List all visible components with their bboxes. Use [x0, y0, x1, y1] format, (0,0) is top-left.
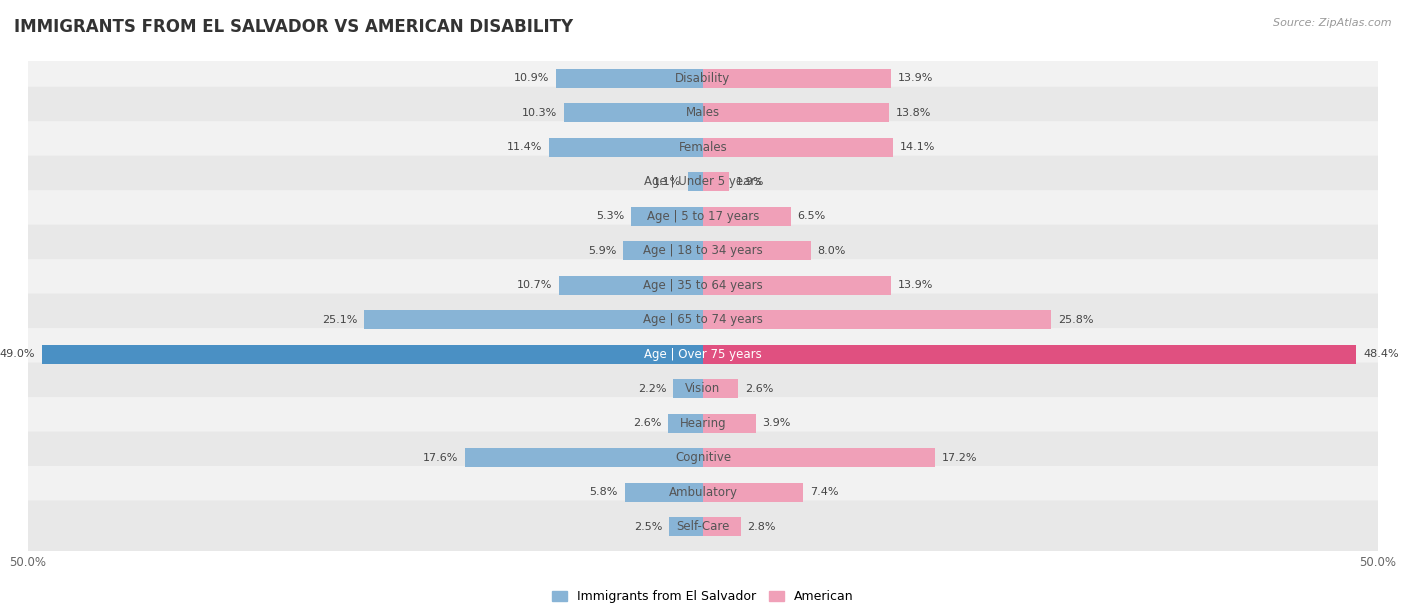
Text: 13.8%: 13.8%: [896, 108, 931, 118]
FancyBboxPatch shape: [24, 52, 1382, 105]
Bar: [631, 207, 703, 226]
Bar: [703, 138, 893, 157]
Bar: [623, 241, 703, 260]
FancyBboxPatch shape: [24, 328, 1382, 381]
Bar: [703, 379, 738, 398]
Bar: [465, 448, 703, 467]
Bar: [703, 276, 890, 295]
Bar: [703, 241, 811, 260]
Text: Age | Under 5 years: Age | Under 5 years: [644, 176, 762, 188]
Text: 2.6%: 2.6%: [745, 384, 773, 394]
Text: Ambulatory: Ambulatory: [668, 486, 738, 499]
Bar: [364, 310, 703, 329]
Bar: [673, 379, 703, 398]
Bar: [703, 103, 889, 122]
Text: Age | 35 to 64 years: Age | 35 to 64 years: [643, 279, 763, 292]
Bar: [703, 517, 741, 536]
FancyBboxPatch shape: [24, 121, 1382, 174]
FancyBboxPatch shape: [24, 466, 1382, 518]
Text: 17.2%: 17.2%: [942, 453, 977, 463]
Bar: [669, 517, 703, 536]
Bar: [668, 414, 703, 433]
Bar: [550, 138, 703, 157]
FancyBboxPatch shape: [24, 87, 1382, 139]
Text: 48.4%: 48.4%: [1362, 349, 1399, 359]
Text: Age | 65 to 74 years: Age | 65 to 74 years: [643, 313, 763, 326]
Bar: [688, 173, 703, 192]
FancyBboxPatch shape: [24, 225, 1382, 277]
Text: Self-Care: Self-Care: [676, 520, 730, 533]
Text: Females: Females: [679, 141, 727, 154]
Text: 13.9%: 13.9%: [897, 73, 932, 83]
Text: 3.9%: 3.9%: [762, 418, 790, 428]
Bar: [703, 207, 790, 226]
Bar: [703, 483, 803, 502]
Text: 5.8%: 5.8%: [589, 487, 619, 497]
FancyBboxPatch shape: [24, 294, 1382, 346]
Text: 2.6%: 2.6%: [633, 418, 661, 428]
FancyBboxPatch shape: [24, 259, 1382, 312]
Bar: [703, 173, 728, 192]
Text: 2.5%: 2.5%: [634, 521, 662, 532]
Text: 49.0%: 49.0%: [0, 349, 35, 359]
FancyBboxPatch shape: [24, 190, 1382, 242]
Text: 1.9%: 1.9%: [735, 177, 763, 187]
Text: IMMIGRANTS FROM EL SALVADOR VS AMERICAN DISABILITY: IMMIGRANTS FROM EL SALVADOR VS AMERICAN …: [14, 18, 574, 36]
Bar: [624, 483, 703, 502]
Text: 17.6%: 17.6%: [423, 453, 458, 463]
Text: Cognitive: Cognitive: [675, 451, 731, 465]
Text: 6.5%: 6.5%: [797, 211, 825, 222]
Text: 13.9%: 13.9%: [897, 280, 932, 290]
Text: 10.3%: 10.3%: [522, 108, 557, 118]
FancyBboxPatch shape: [24, 155, 1382, 208]
FancyBboxPatch shape: [24, 431, 1382, 484]
Bar: [703, 69, 890, 88]
Bar: [564, 103, 703, 122]
Text: Age | 5 to 17 years: Age | 5 to 17 years: [647, 210, 759, 223]
Bar: [703, 310, 1052, 329]
Text: 1.1%: 1.1%: [654, 177, 682, 187]
Bar: [703, 448, 935, 467]
Text: 25.8%: 25.8%: [1057, 315, 1094, 325]
Bar: [555, 69, 703, 88]
Text: Hearing: Hearing: [679, 417, 727, 430]
Text: 2.2%: 2.2%: [638, 384, 666, 394]
Legend: Immigrants from El Salvador, American: Immigrants from El Salvador, American: [547, 585, 859, 608]
Bar: [558, 276, 703, 295]
Bar: [42, 345, 703, 364]
Text: 14.1%: 14.1%: [900, 143, 935, 152]
Text: 25.1%: 25.1%: [322, 315, 357, 325]
Text: Males: Males: [686, 106, 720, 119]
Bar: [703, 414, 755, 433]
Text: 7.4%: 7.4%: [810, 487, 838, 497]
Text: 5.9%: 5.9%: [588, 246, 617, 256]
Text: Age | Over 75 years: Age | Over 75 years: [644, 348, 762, 360]
Text: 5.3%: 5.3%: [596, 211, 624, 222]
Text: Source: ZipAtlas.com: Source: ZipAtlas.com: [1274, 18, 1392, 28]
Text: 2.8%: 2.8%: [748, 521, 776, 532]
FancyBboxPatch shape: [24, 397, 1382, 449]
Text: 8.0%: 8.0%: [818, 246, 846, 256]
Text: Disability: Disability: [675, 72, 731, 85]
Text: 11.4%: 11.4%: [508, 143, 543, 152]
Text: Age | 18 to 34 years: Age | 18 to 34 years: [643, 244, 763, 257]
Text: 10.9%: 10.9%: [513, 73, 550, 83]
Bar: [703, 345, 1357, 364]
Text: 10.7%: 10.7%: [516, 280, 551, 290]
Text: Vision: Vision: [685, 382, 721, 395]
FancyBboxPatch shape: [24, 501, 1382, 553]
FancyBboxPatch shape: [24, 362, 1382, 415]
